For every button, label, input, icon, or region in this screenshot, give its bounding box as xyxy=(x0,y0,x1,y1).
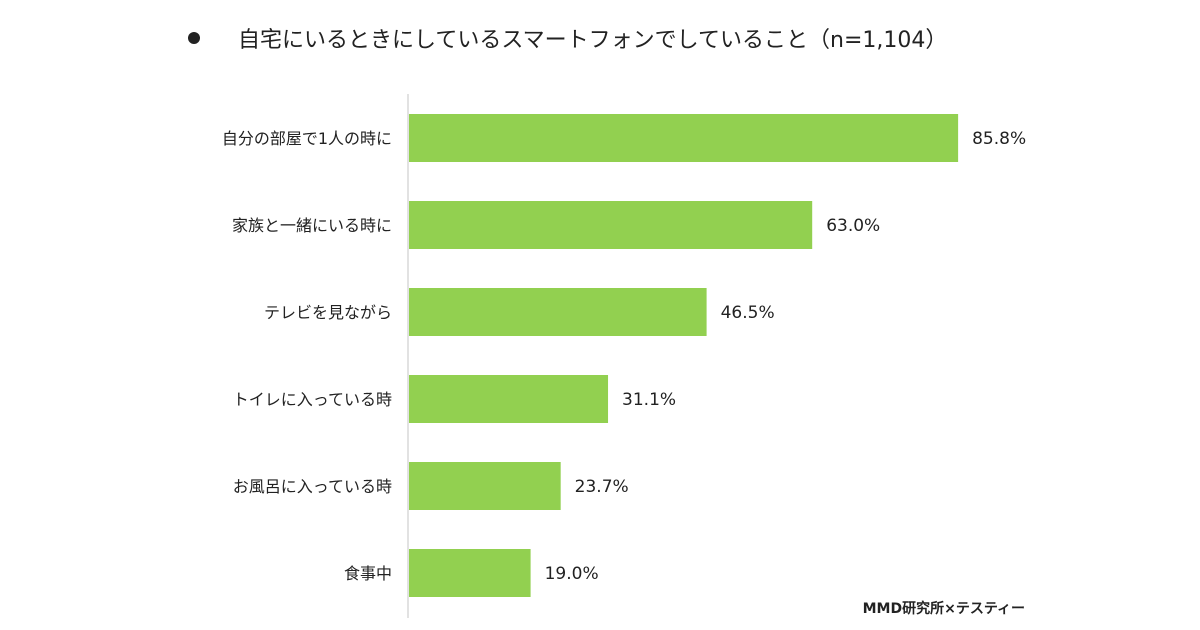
value-label: 63.0% xyxy=(826,216,880,236)
category-label: お風呂に入っている時 xyxy=(233,477,392,496)
value-label: 23.7% xyxy=(575,477,629,497)
bar xyxy=(409,114,959,162)
value-label: 46.5% xyxy=(721,303,775,323)
bar xyxy=(409,288,707,336)
chart-title: 自宅にいるときにしているスマートフォンでしていること（n=1,104） xyxy=(238,28,948,53)
category-label: 自分の部屋で1人の時に xyxy=(222,129,392,148)
bullet-icon xyxy=(188,32,200,44)
bar xyxy=(409,201,813,249)
source-credit: MMD研究所×テスティー xyxy=(862,601,1025,617)
category-label: 家族と一緒にいる時に xyxy=(232,216,392,235)
category-label: テレビを見ながら xyxy=(264,303,392,322)
value-label: 19.0% xyxy=(545,564,599,584)
chart-title-row: 自宅にいるときにしているスマートフォンでしていること（n=1,104） xyxy=(168,18,947,58)
bar xyxy=(409,549,531,597)
category-label: トイレに入っている時 xyxy=(233,390,392,409)
value-label: 31.1% xyxy=(622,390,676,410)
bar xyxy=(409,462,561,510)
value-label: 85.8% xyxy=(972,129,1026,149)
category-label: 食事中 xyxy=(344,564,392,583)
bar xyxy=(409,375,609,423)
